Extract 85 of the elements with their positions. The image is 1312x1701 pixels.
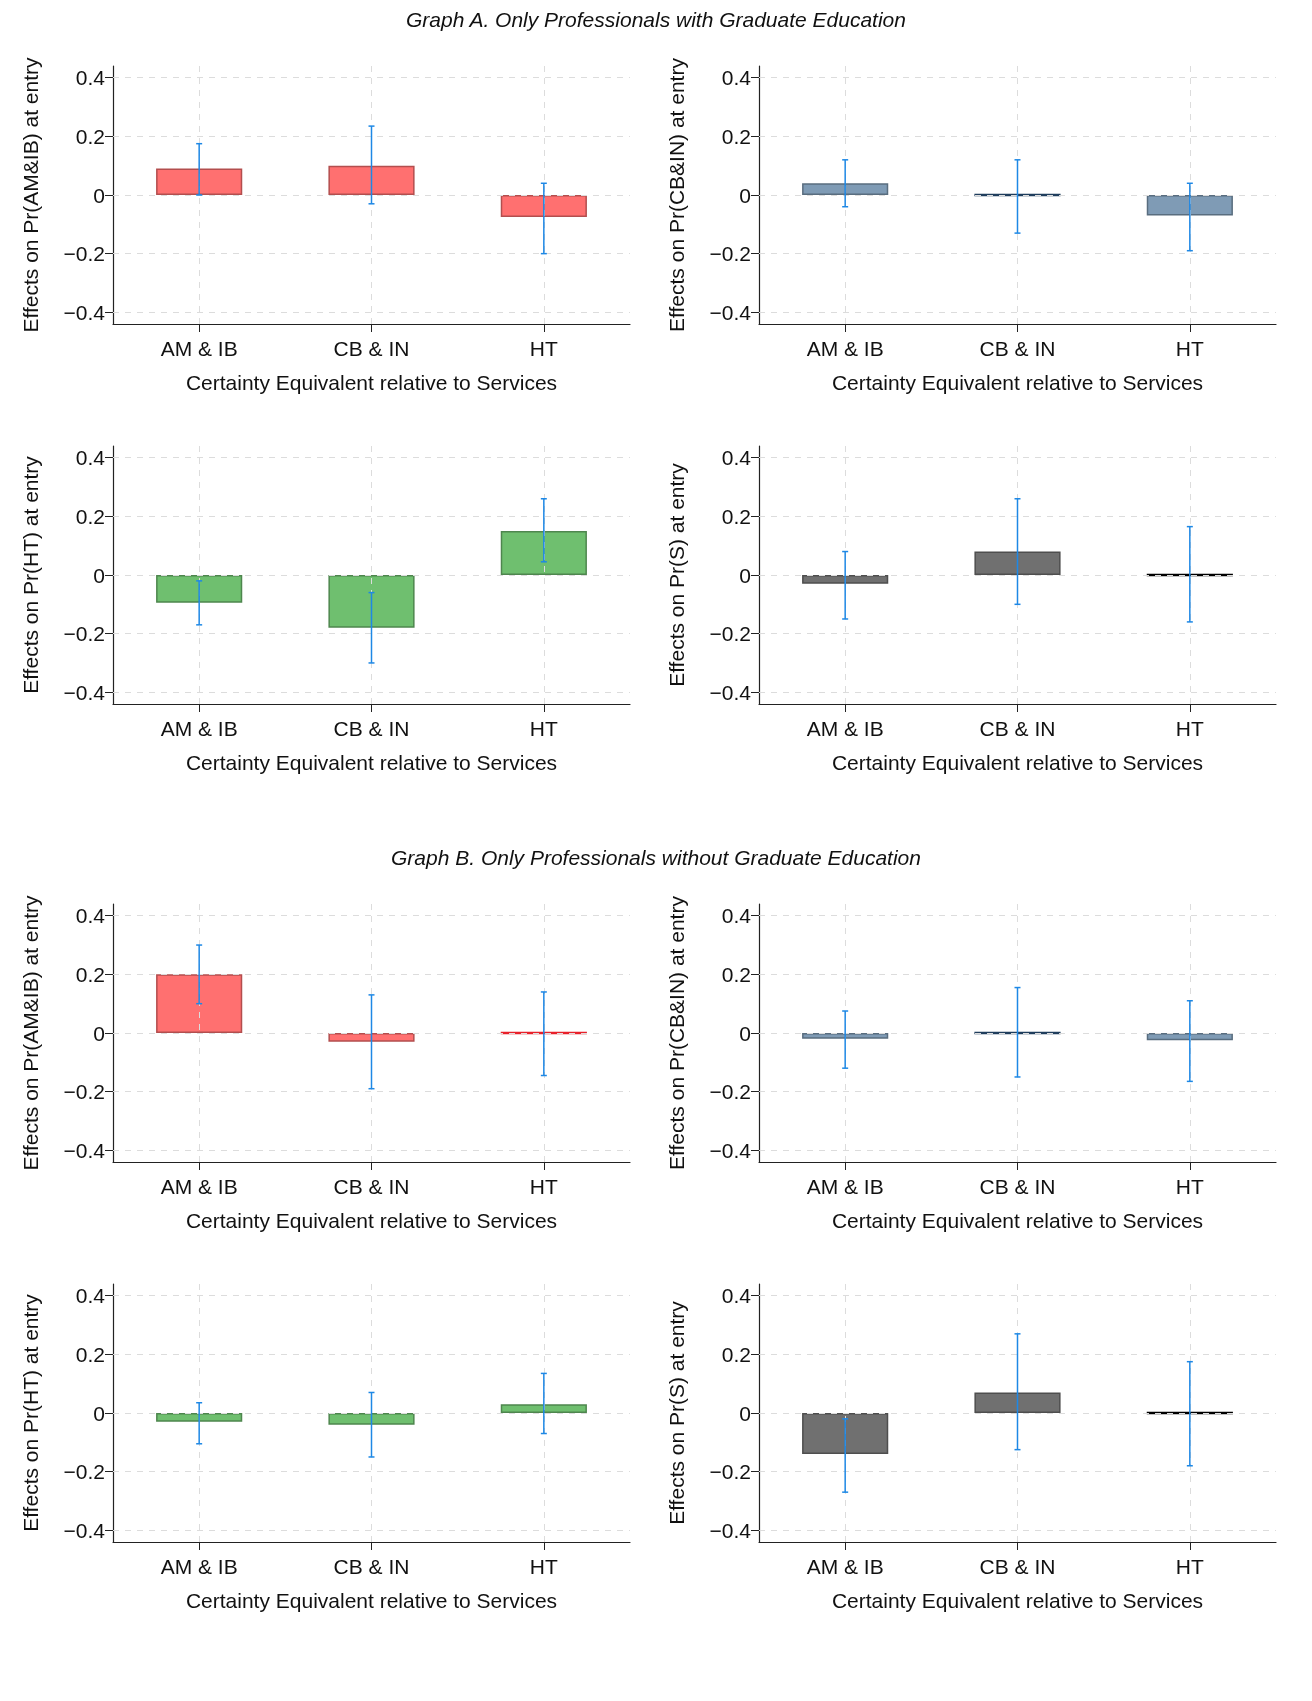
bar [156,168,243,195]
x-tick-label: CB & IN [333,1175,410,1198]
x-tick-label: HT [529,1555,558,1578]
x-tick-label: HT [1175,717,1204,740]
y-tick-label: −0.2 [63,1080,105,1104]
x-axis-title: Certainty Equivalent relative to Services [831,371,1204,394]
y-tick-label: 0.4 [721,66,752,90]
y-axis-title: Effects on Pr(AM&IB) at entry [19,56,42,333]
y-tick-label: 0 [739,563,751,587]
x-tick-label: CB & IN [979,337,1056,360]
x-tick-label: CB & IN [333,717,410,740]
y-tick-label: 0.4 [75,446,106,470]
y-tick-label: 0.4 [721,1284,752,1308]
y-tick-label: −0.2 [63,622,105,646]
y-tick-label: 0 [93,1401,105,1425]
x-tick-label: HT [1175,1175,1204,1198]
x-tick-label: CB & IN [333,337,410,360]
y-tick-label: 0.4 [75,904,106,928]
x-tick-label: CB & IN [979,1555,1056,1578]
y-tick-label: −0.2 [63,1460,105,1484]
y-tick-label: −0.4 [709,300,752,324]
x-axis-title: Certainty Equivalent relative to Services [831,1589,1204,1612]
x-axis-title: Certainty Equivalent relative to Services [185,751,558,774]
x-tick-label: HT [529,1175,558,1198]
y-tick-label: 0.2 [721,504,751,528]
x-tick-label: AM & IB [160,1555,238,1578]
x-axis-title: Certainty Equivalent relative to Services [185,1589,558,1612]
y-tick-label: −0.4 [63,1138,106,1162]
y-tick-label: −0.2 [709,242,751,266]
y-tick-label: 0.2 [721,124,751,148]
x-axis-title: Certainty Equivalent relative to Services [831,751,1204,774]
y-tick-label: 0.2 [721,1342,751,1366]
x-axis-title: Certainty Equivalent relative to Services [185,1209,558,1232]
y-axis-title: Effects on Pr(CB&IN) at entry [665,57,688,332]
y-tick-label: 0 [93,563,105,587]
y-tick-label: −0.2 [709,1080,751,1104]
y-tick-label: 0.2 [75,124,105,148]
x-tick-label: AM & IB [806,1175,884,1198]
chart-title: Graph A. Only Professionals with Graduate Education [405,8,907,33]
x-tick-label: AM & IB [160,337,238,360]
y-tick-label: −0.4 [709,1518,752,1542]
x-tick-label: AM & IB [806,337,884,360]
x-axis-title: Certainty Equivalent relative to Services [185,371,558,394]
y-tick-label: 0.4 [721,446,752,470]
y-tick-label: 0 [93,183,105,207]
y-tick-label: 0 [93,1021,105,1045]
y-axis-title: Effects on Pr(S) at entry [665,462,688,687]
x-axis-title: Certainty Equivalent relative to Services [831,1209,1204,1232]
y-tick-label: 0 [739,1021,751,1045]
x-tick-label: AM & IB [160,1175,238,1198]
y-tick-label: −0.2 [63,242,105,266]
bar [500,195,587,217]
y-axis-title: Effects on Pr(HT) at entry [19,455,42,694]
y-tick-label: 0.2 [75,962,105,986]
y-tick-label: 0.2 [75,1342,105,1366]
y-tick-label: −0.2 [709,1460,751,1484]
x-tick-label: HT [529,337,558,360]
x-tick-label: CB & IN [333,1555,410,1578]
x-tick-label: HT [529,717,558,740]
x-tick-label: CB & IN [979,717,1056,740]
y-axis-title: Effects on Pr(S) at entry [665,1300,688,1525]
y-tick-label: 0.4 [75,1284,106,1308]
y-tick-label: 0.2 [75,504,105,528]
x-tick-label: AM & IB [806,1555,884,1578]
x-tick-label: AM & IB [806,717,884,740]
y-tick-label: 0.4 [721,904,752,928]
y-tick-label: 0.2 [721,962,751,986]
y-axis-title: Effects on Pr(CB&IN) at entry [665,895,688,1170]
x-tick-label: HT [1175,337,1204,360]
y-tick-label: 0 [739,183,751,207]
x-tick-label: CB & IN [979,1175,1056,1198]
y-tick-label: −0.4 [63,680,106,704]
y-tick-label: 0.4 [75,66,106,90]
y-axis-title: Effects on Pr(HT) at entry [19,1293,42,1532]
y-tick-label: −0.2 [709,622,751,646]
y-tick-label: −0.4 [709,680,752,704]
x-tick-label: AM & IB [160,717,238,740]
y-tick-label: −0.4 [63,300,106,324]
bar [328,165,415,195]
x-tick-label: HT [1175,1555,1204,1578]
y-tick-label: −0.4 [63,1518,106,1542]
chart-title: Graph B. Only Professionals without Graduate Education [390,846,922,871]
y-tick-label: 0 [739,1401,751,1425]
y-axis-title: Effects on Pr(AM&IB) at entry [19,894,42,1171]
y-tick-label: −0.4 [709,1138,752,1162]
